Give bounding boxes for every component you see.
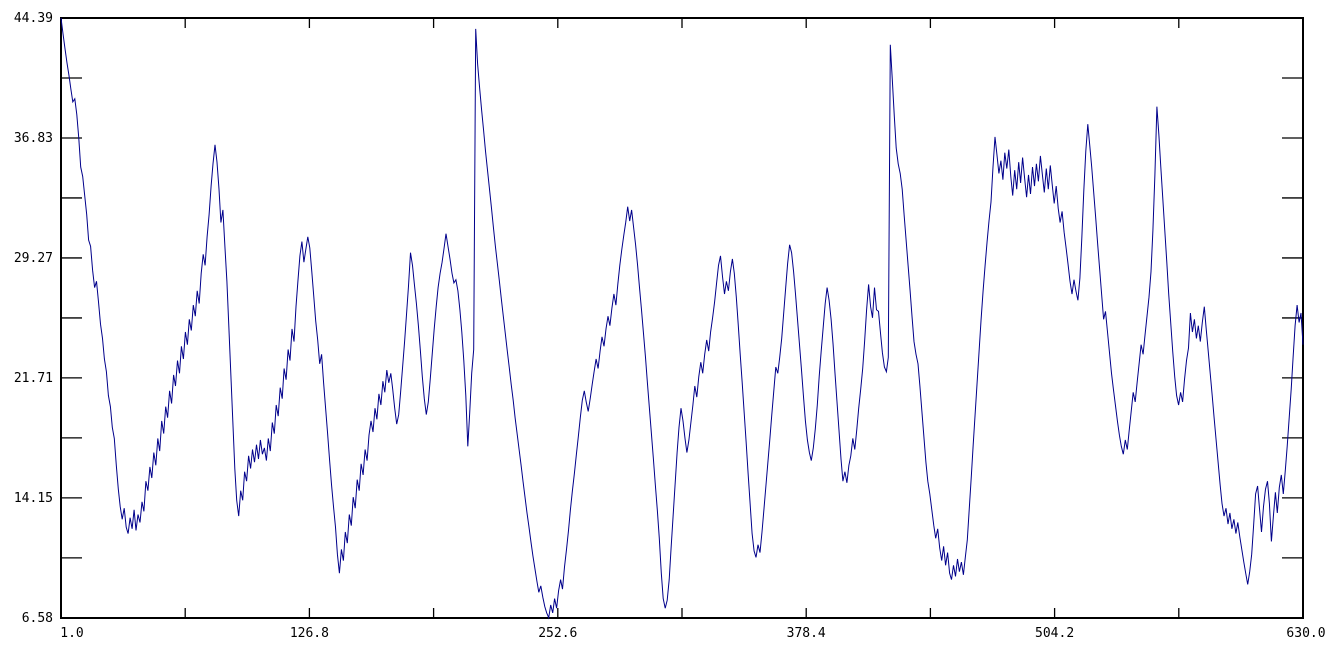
y-tick-label: 21.71 <box>14 371 53 386</box>
y-tick-label: 6.58 <box>22 611 53 626</box>
x-tick-label: 630.0 <box>1286 626 1325 641</box>
x-tick-label: 252.6 <box>538 626 577 641</box>
x-tick-label: 1.0 <box>60 626 83 641</box>
x-tick-label: 504.2 <box>1035 626 1074 641</box>
y-tick-label: 36.83 <box>14 131 53 146</box>
x-tick-label: 378.4 <box>787 626 826 641</box>
y-tick-label: 29.27 <box>14 251 53 266</box>
y-tick-label: 44.39 <box>14 11 53 26</box>
data-line <box>60 17 1304 620</box>
x-tick-label: 126.8 <box>290 626 329 641</box>
y-tick-label: 14.15 <box>14 491 53 506</box>
plot-frame <box>60 17 1304 619</box>
